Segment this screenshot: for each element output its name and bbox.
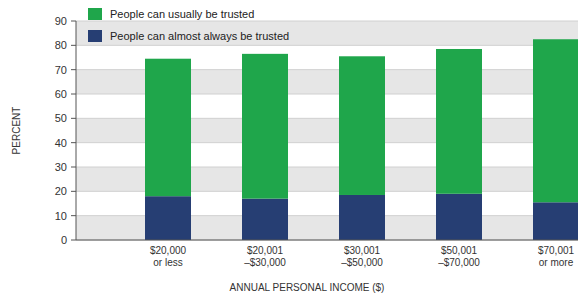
x-tick-label: $20,000or less <box>150 245 187 268</box>
bar <box>436 194 482 240</box>
bars <box>145 39 578 240</box>
bar <box>145 59 191 196</box>
y-tick-label: 10 <box>55 210 67 222</box>
y-tick <box>71 69 76 70</box>
legend-label: People can almost always be trusted <box>110 30 289 42</box>
x-tick-label: $30,001–$50,000 <box>341 245 383 268</box>
bar <box>242 199 288 240</box>
y-tick-label: 30 <box>55 161 67 173</box>
y-tick-label: 0 <box>61 234 67 246</box>
x-tick-line: $50,001 <box>441 245 478 256</box>
x-tick-line: $20,000 <box>150 245 187 256</box>
legend-swatch <box>88 8 102 20</box>
bar <box>533 39 578 202</box>
bar <box>436 49 482 194</box>
x-axis <box>76 240 578 241</box>
grid-line <box>76 45 578 46</box>
x-tick-line: –$50,000 <box>341 257 383 268</box>
y-tick-label: 50 <box>55 112 67 124</box>
x-tick-line: –$30,000 <box>244 257 286 268</box>
y-tick <box>71 167 76 168</box>
x-tick-label: $20,001–$30,000 <box>244 245 286 268</box>
x-tick-line: $30,001 <box>344 245 381 256</box>
chart: 0 10 20 30 40 50 60 70 80 90 PERCENT $20,000or less… <box>0 0 578 305</box>
x-tick-label: $70,001or more <box>538 245 575 268</box>
bar <box>145 196 191 240</box>
x-tick-label: $50,001–$70,000 <box>438 245 480 268</box>
bar <box>533 202 578 240</box>
grid-line <box>76 240 578 241</box>
grid-band <box>76 21 578 45</box>
y-tick <box>71 94 76 95</box>
y-tick-label: 70 <box>55 64 67 76</box>
y-tick-label: 80 <box>55 39 67 51</box>
x-tick-line: $70,001 <box>538 245 575 256</box>
y-tick-label: 90 <box>55 15 67 27</box>
y-tick <box>71 45 76 46</box>
y-tick <box>71 191 76 192</box>
x-tick-line: or less <box>153 257 182 268</box>
y-tick <box>71 240 76 241</box>
y-tick-label: 60 <box>55 88 67 100</box>
x-tick-line: or more <box>539 257 574 268</box>
bar <box>339 56 385 195</box>
y-tick-label: 40 <box>55 137 67 149</box>
x-tick-line: –$70,000 <box>438 257 480 268</box>
x-axis-label: ANNUAL PERSONAL INCOME ($) <box>230 282 385 293</box>
bar <box>339 195 385 240</box>
grid-line <box>76 21 578 22</box>
legend-label: People can usually be trusted <box>110 8 254 20</box>
y-tick <box>71 118 76 119</box>
bar <box>242 54 288 199</box>
y-tick <box>71 215 76 216</box>
y-tick-label: 20 <box>55 185 67 197</box>
y-tick <box>71 142 76 143</box>
y-axis-label: PERCENT <box>11 107 22 155</box>
x-tick-line: $20,001 <box>247 245 284 256</box>
y-axis <box>76 21 77 240</box>
y-tick <box>71 21 76 22</box>
legend-swatch <box>88 30 102 42</box>
